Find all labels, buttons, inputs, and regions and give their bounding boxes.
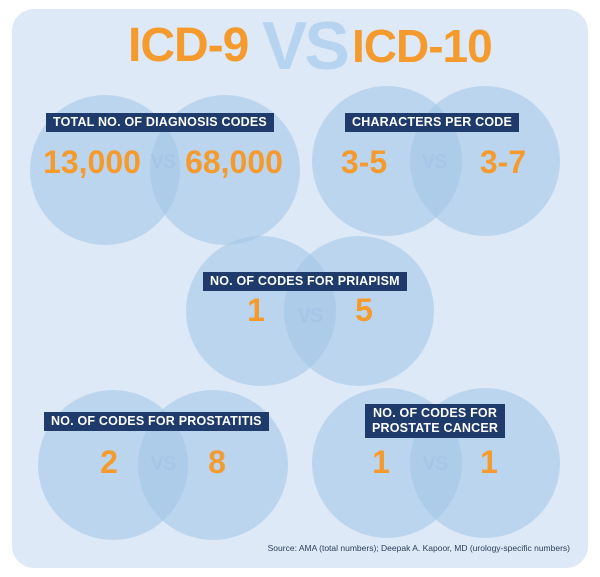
vs-text: VS	[421, 151, 448, 173]
comparison-label: NO. OF CODES FOR PROSTATE CANCER	[365, 404, 506, 438]
icd10-value: 1	[480, 444, 498, 480]
vs-text: VS	[150, 151, 177, 173]
comparison-label: NO. OF CODES FOR PRIAPISM	[203, 272, 407, 291]
comparison-label-line-2: PROSTATE CANCER	[372, 421, 499, 435]
comparison-label: TOTAL NO. OF DIAGNOSIS CODES	[46, 113, 274, 132]
icd10-value: 8	[208, 444, 226, 480]
comparison-label-line-1: NO. OF CODES FOR	[373, 406, 498, 420]
vs-text: VS	[297, 305, 324, 327]
icd10-value: 3-7	[479, 144, 527, 180]
title-icd10: ICD-10	[352, 20, 493, 72]
icd9-value: 3-5	[340, 144, 388, 180]
title-vs: VS	[262, 8, 350, 84]
venn-circle-right	[410, 86, 560, 236]
source-note: Source: AMA (total numbers); Deepak A. K…	[267, 543, 570, 553]
icd9-value: 2	[100, 444, 118, 480]
title-icd9: ICD-9	[128, 19, 249, 72]
icd9-value: 1	[372, 444, 390, 480]
comparison-label: CHARACTERS PER CODE	[345, 113, 520, 132]
icd9-value: 1	[247, 292, 265, 328]
icd9-value: 13,000	[43, 144, 141, 180]
icd10-value: 5	[355, 292, 373, 328]
venn-circle-right	[284, 236, 434, 386]
icd10-value: 68,000	[185, 144, 283, 180]
vs-text: VS	[422, 453, 449, 475]
vs-text: VS	[150, 453, 177, 475]
comparison-label: NO. OF CODES FOR PROSTATITIS	[44, 412, 269, 431]
